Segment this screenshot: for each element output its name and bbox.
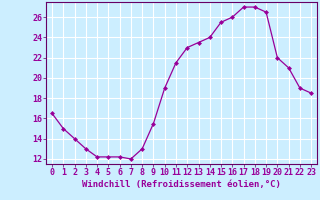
X-axis label: Windchill (Refroidissement éolien,°C): Windchill (Refroidissement éolien,°C) xyxy=(82,180,281,189)
